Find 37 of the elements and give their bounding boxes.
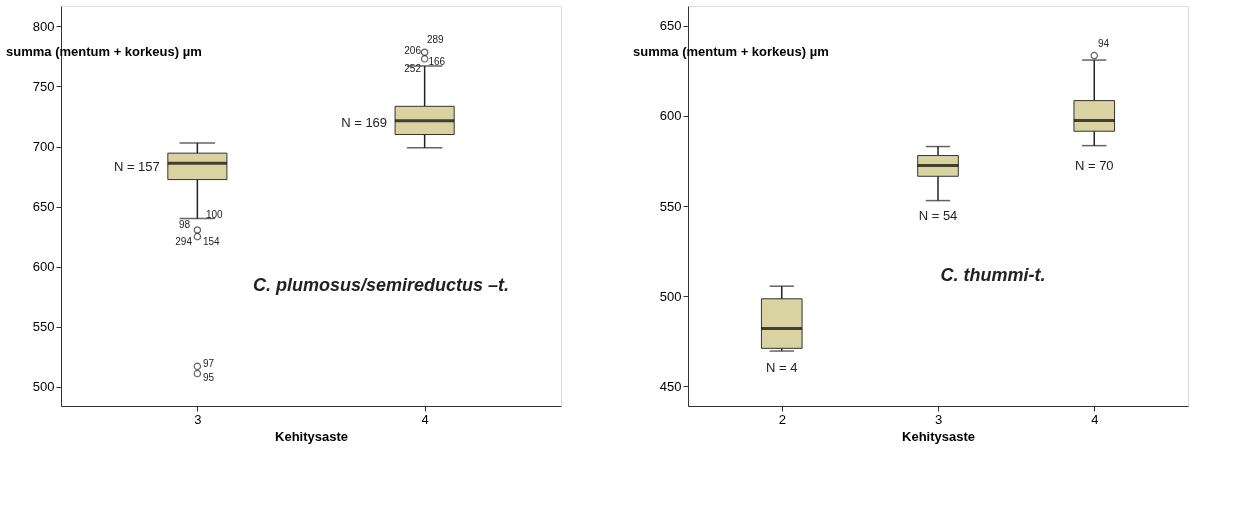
annotation: 98 — [178, 219, 191, 231]
annotation: 166 — [428, 56, 446, 67]
x-tick-label: 3 — [934, 411, 943, 427]
y-tick-label: 700 — [32, 139, 55, 155]
annotation: 206 — [404, 44, 422, 56]
y-tick-label: 550 — [659, 198, 682, 214]
y-tick-label: 650 — [32, 199, 55, 215]
annotation: 100 — [206, 208, 224, 220]
x-tick-label: 4 — [1091, 411, 1099, 427]
annotation: 154 — [203, 236, 221, 247]
annotation: C. plumosus/semireductus –t. — [252, 275, 510, 295]
annotation: N = 70 — [1074, 158, 1114, 173]
y-tick-label: 550 — [32, 319, 55, 335]
y-tick-label: 500 — [659, 288, 682, 304]
annotation: 252 — [404, 63, 422, 75]
y-tick-label: 750 — [32, 78, 55, 94]
x-tick-label: 3 — [194, 411, 202, 427]
x-axis-title: Kehitysaste — [902, 428, 975, 444]
x-tick-label: 2 — [778, 411, 786, 427]
annotation: N = 157 — [113, 158, 160, 174]
y-tick-label: 450 — [659, 378, 682, 394]
annotation: N = 169 — [341, 114, 388, 130]
annotation: N = 54 — [918, 208, 958, 223]
x-axis-title: Kehitysaste — [275, 428, 348, 444]
y-tick-label: 600 — [659, 108, 682, 124]
y-tick-label: 500 — [32, 379, 55, 395]
y-tick-label: 600 — [32, 259, 55, 275]
annotation: 294 — [175, 236, 193, 247]
annotation: C. thummi-t. — [940, 265, 1046, 286]
annotation: 289 — [427, 34, 445, 45]
y-tick-label: 650 — [659, 18, 682, 34]
annotation: N = 4 — [766, 360, 798, 375]
x-tick-label: 4 — [421, 411, 429, 427]
y-tick-label: 800 — [32, 18, 55, 34]
annotation: 95 — [203, 372, 215, 383]
annotation: 97 — [203, 358, 215, 369]
annotation: 94 — [1098, 38, 1110, 49]
